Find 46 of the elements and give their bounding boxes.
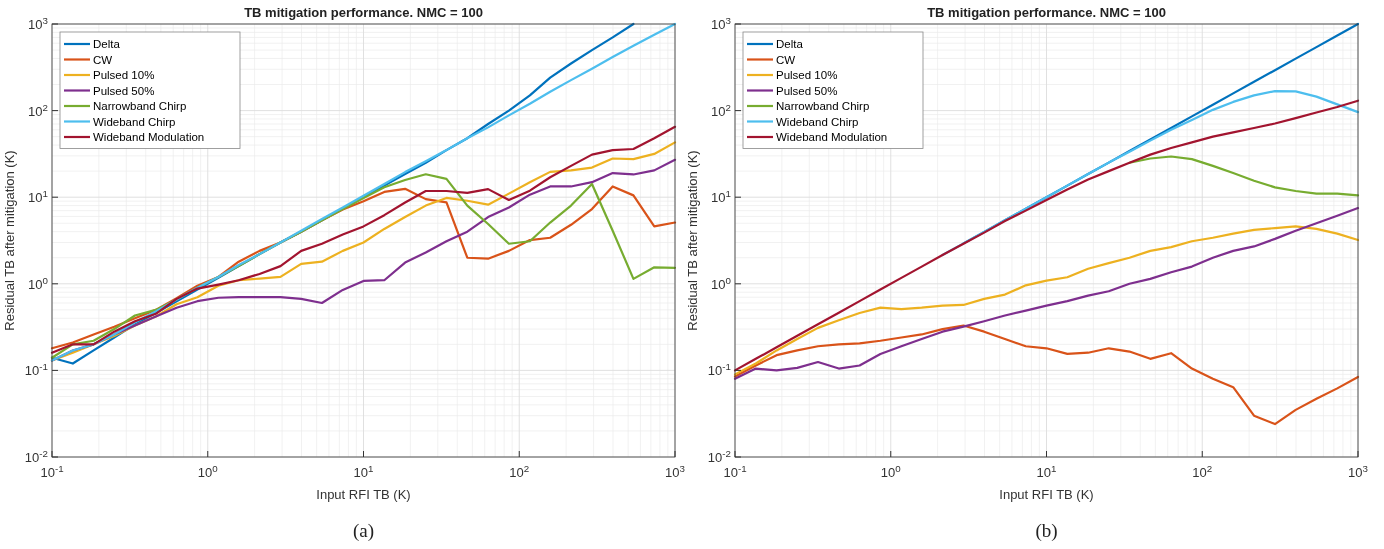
y-tick-label: 10$^{3}$ [711,14,731,32]
legend-label: CW [93,53,113,66]
x-tick-label: 10$^{3}$ [665,462,685,480]
legend-label: Wideband Modulation [93,131,205,143]
legend-label: Delta [776,38,804,50]
legend-label: Wideband Chirp [93,115,176,128]
legend-label: Pulsed 50% [776,84,838,97]
chart-title: TB mitigation performance. NMC = 100 [927,5,1166,20]
x-tick-label: 10$^{2}$ [509,462,530,480]
y-tick-label: 10$^{-1}$ [707,360,731,379]
x-tick-label: 10$^{2}$ [1192,462,1213,480]
y-tick-label: 10$^{2}$ [711,101,731,119]
legend-label: Pulsed 10% [93,69,155,81]
y-tick-label: 10$^{3}$ [28,14,48,32]
x-tick-label: 10$^{-1}$ [40,462,64,480]
legend-label: Narrowband Chirp [776,100,870,112]
legend-label: Pulsed 50% [93,84,155,97]
legend-label: Pulsed 10% [776,69,838,81]
y-tick-label: 10$^{2}$ [28,101,48,119]
x-tick-label: 10$^{3}$ [1348,462,1368,480]
y-tick-label: 10$^{0}$ [711,274,732,292]
y-tick-label: 10$^{1}$ [711,187,731,206]
x-axis-title: Input RFI TB (K) [316,487,411,502]
y-tick-label: 10$^{-1}$ [24,360,48,379]
y-axis-title: Residual TB after mitigation (K) [685,150,700,331]
line-series [733,324,1360,426]
legend-label: CW [776,53,796,66]
line-series [733,99,1360,372]
y-tick-label: 10$^{0}$ [28,274,49,292]
y-tick-label: 10$^{1}$ [28,187,48,206]
legend-label: Delta [93,38,121,50]
y-tick-label: 10$^{-2}$ [707,447,731,465]
x-tick-label: 10$^{1}$ [353,462,374,480]
x-tick-label: 10$^{0}$ [880,462,902,480]
legend-label: Narrowband Chirp [93,100,187,112]
x-tick-label: 10$^{-1}$ [723,462,747,480]
chart-title: TB mitigation performance. NMC = 100 [244,5,483,20]
x-axis-title: Input RFI TB (K) [999,487,1094,502]
text: (b) [1035,520,1058,542]
legend-label: Wideband Chirp [776,115,859,128]
text: (a) [352,520,375,542]
legend-label: Wideband Modulation [776,131,888,143]
x-tick-label: 10$^{1}$ [1036,462,1057,480]
y-tick-label: 10$^{-2}$ [24,447,48,465]
x-tick-label: 10$^{0}$ [197,462,219,480]
y-axis-title: Residual TB after mitigation (K) [2,150,17,331]
